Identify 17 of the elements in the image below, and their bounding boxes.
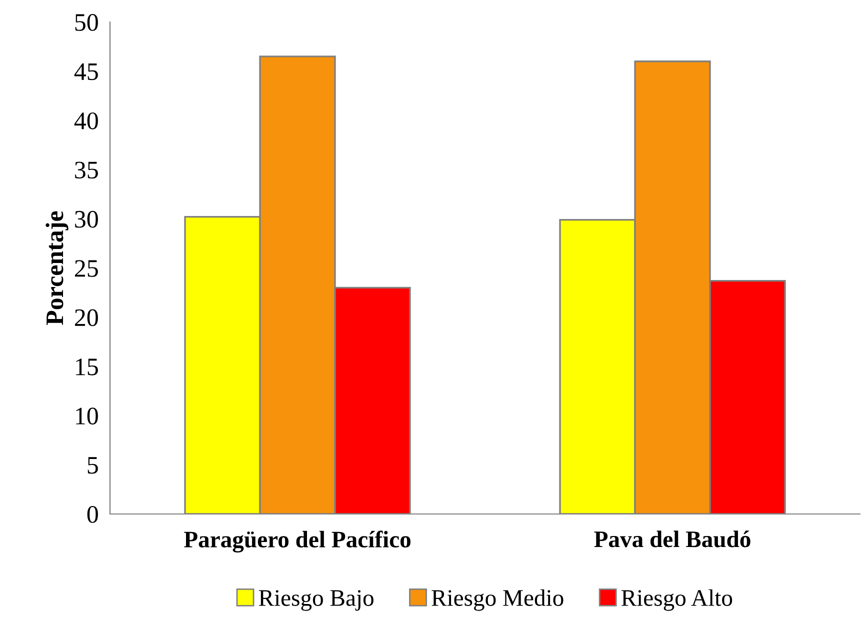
legend-label: Riesgo Alto [622, 589, 732, 611]
y-tick-label: 15 [76, 358, 98, 376]
y-tick-label: 5 [88, 457, 98, 474]
y-tick-label: 50 [75, 14, 98, 31]
legend-label: Riesgo Bajo [258, 590, 374, 611]
y-tick-label: 20 [74, 309, 98, 326]
y-tick-label: 40 [74, 112, 98, 130]
legend-label: Riesgo Medio [432, 589, 564, 611]
y-tick-label: 25 [74, 260, 98, 277]
y-tick-label: 45 [74, 63, 98, 80]
x-tick-label: Pava del Baudó [594, 530, 750, 548]
x-tick-label: Paragüero del Pacífico [184, 530, 410, 553]
y-axis-title: Porcentaje [46, 211, 68, 325]
y-tick-label: 30 [75, 210, 98, 228]
y-tick-label: 0 [87, 506, 98, 523]
y-tick-label: 35 [75, 162, 98, 179]
y-tick-label: 10 [76, 408, 98, 425]
